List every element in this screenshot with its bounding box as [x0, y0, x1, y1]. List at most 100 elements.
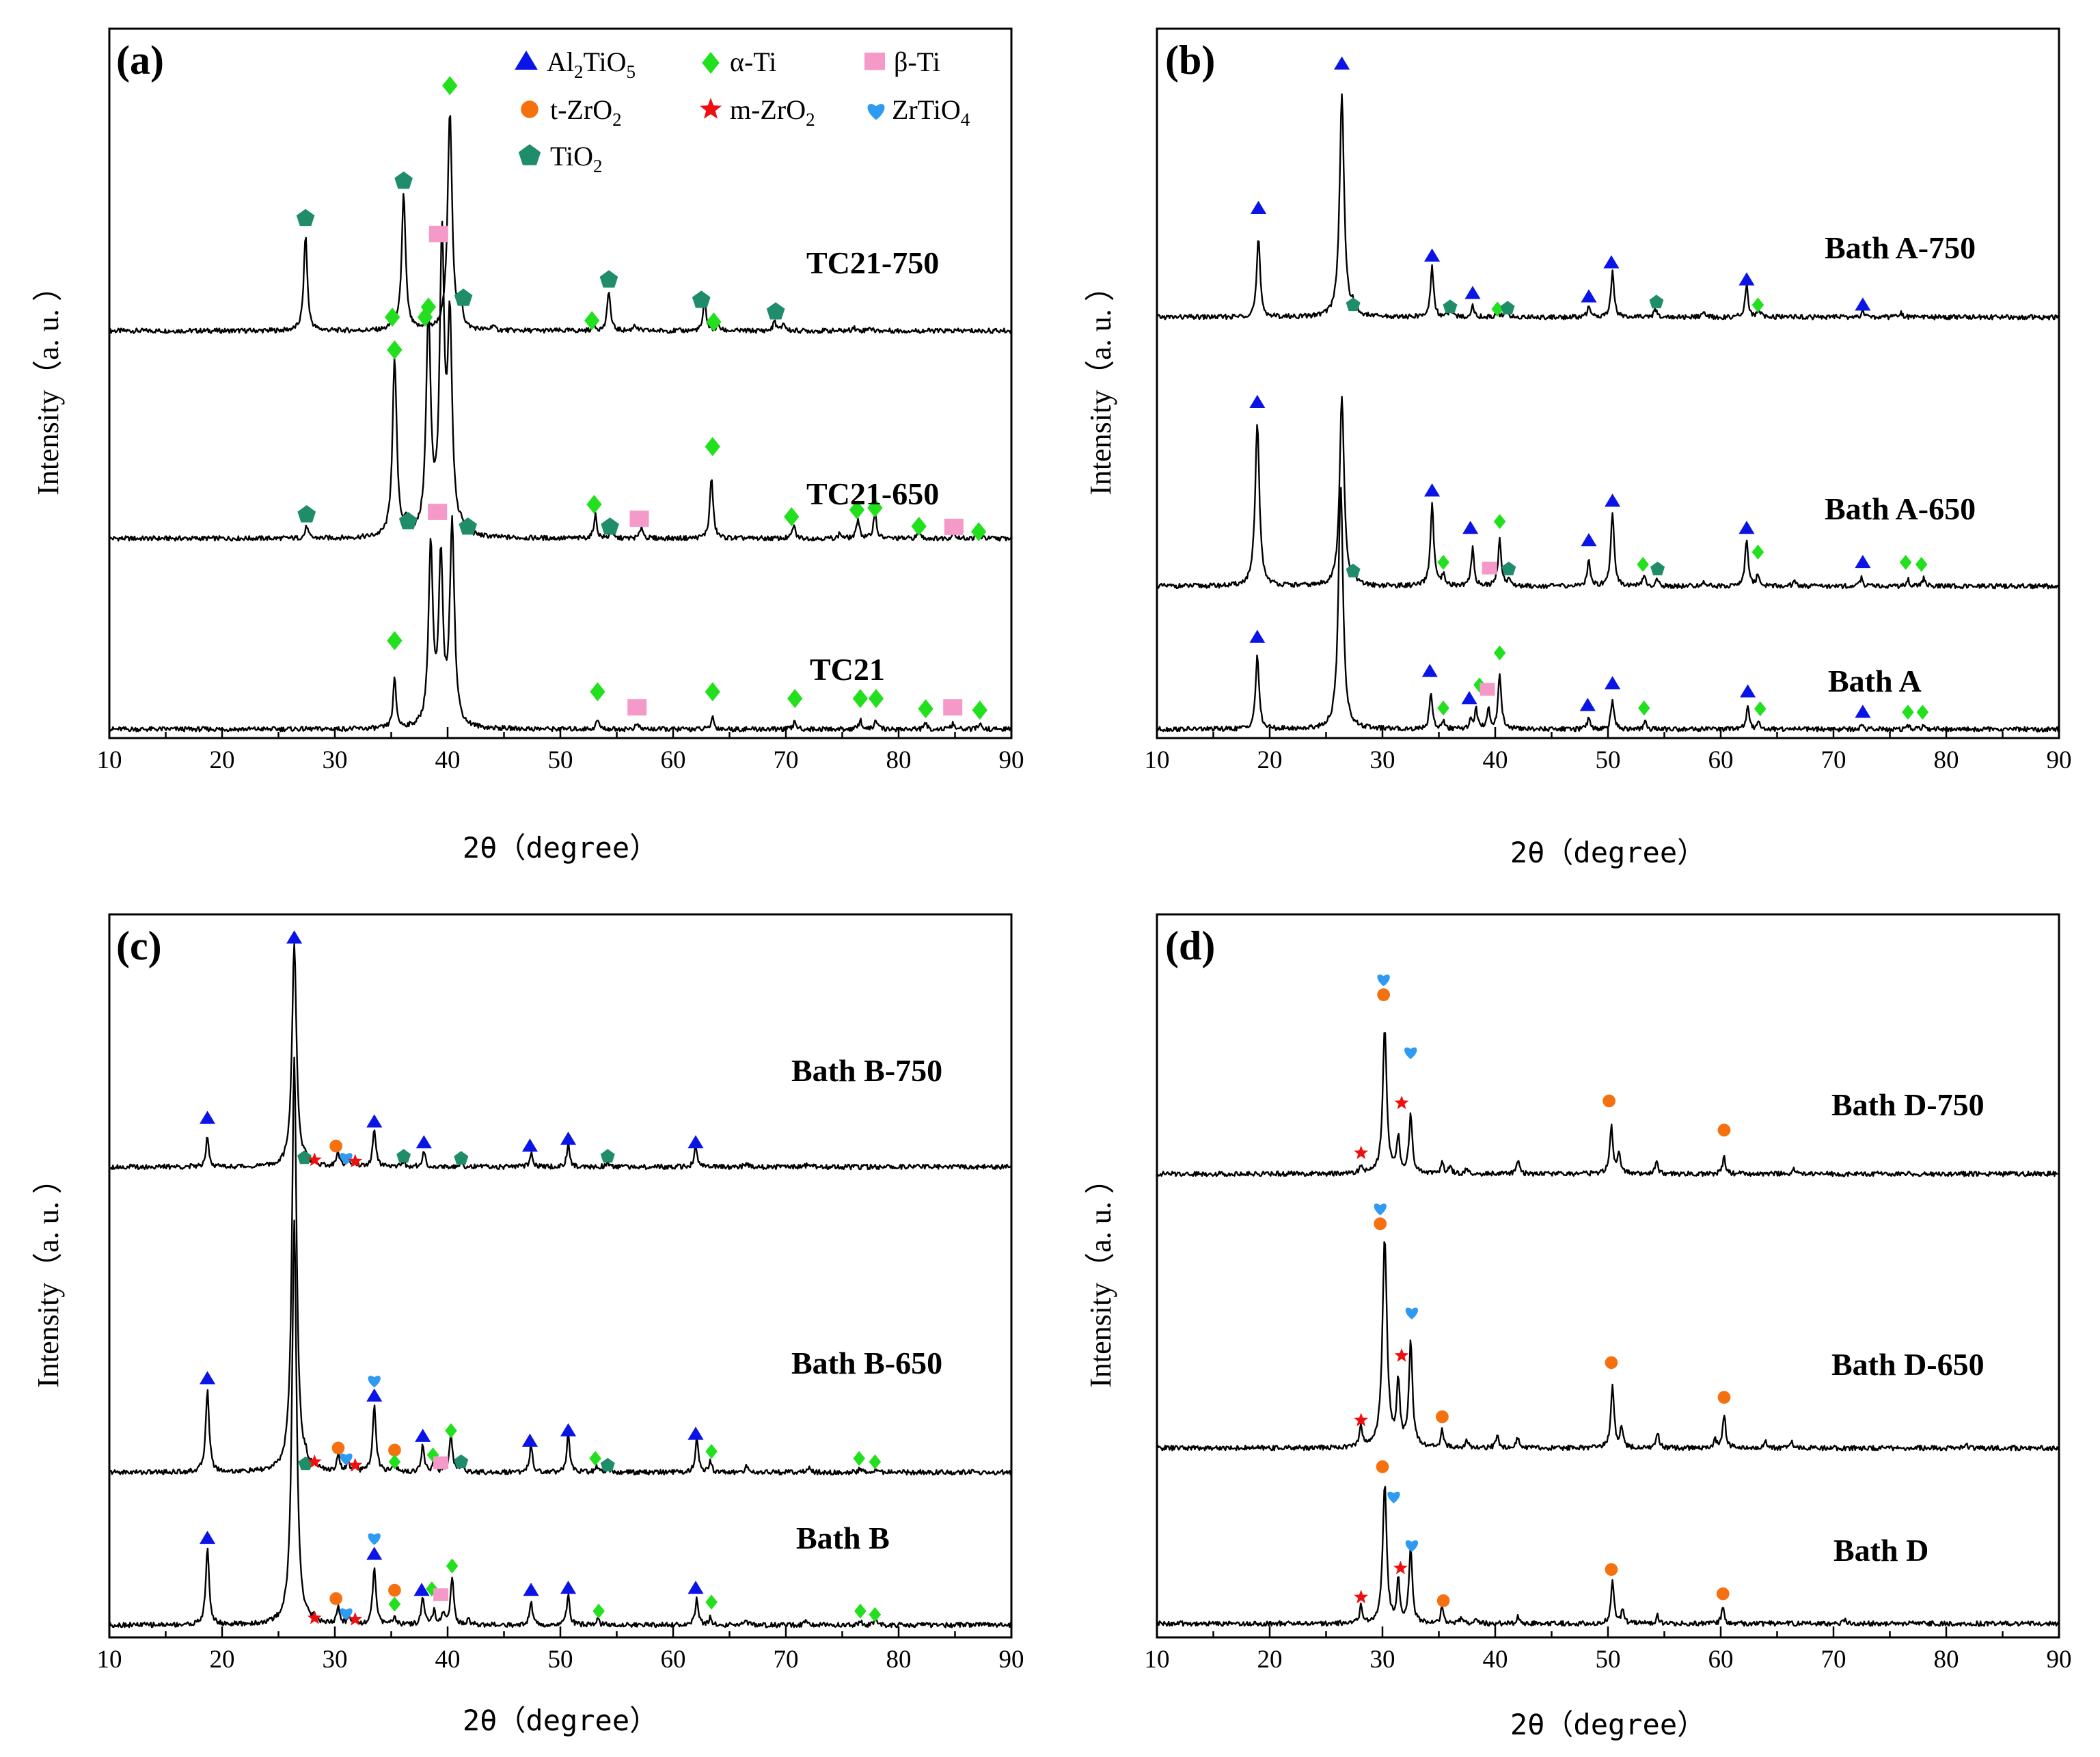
- legend-item-alpha-ti: α-Ti: [702, 46, 776, 77]
- alpha-ti-marker: [1751, 544, 1764, 560]
- diamond-icon: [918, 699, 933, 719]
- square-icon: [433, 1588, 449, 1601]
- diamond-icon: [784, 507, 800, 527]
- legend-label: Al2TiO5: [547, 46, 636, 82]
- x-tick-label: 90: [2047, 746, 2072, 774]
- t-zro2-marker: [388, 1583, 401, 1597]
- pentagon-icon: [1501, 561, 1516, 575]
- al2tio5-marker: [1855, 705, 1871, 718]
- triangle-icon: [523, 1583, 539, 1596]
- alpha-ti-marker: [445, 1423, 457, 1439]
- tio2-marker: [692, 290, 711, 308]
- square-icon: [1482, 561, 1497, 575]
- pentagon-icon: [454, 288, 473, 306]
- x-tick-label: 90: [2047, 1646, 2072, 1674]
- xrd-traces: [1157, 1032, 2059, 1627]
- t-zro2-marker: [1374, 1217, 1387, 1231]
- x-tick-label: 80: [886, 746, 912, 774]
- triangle-icon: [515, 51, 538, 70]
- heart-icon: [867, 104, 885, 120]
- al2tio5-marker: [1250, 200, 1267, 214]
- pentagon-icon: [601, 517, 619, 535]
- al2tio5-marker: [413, 1583, 430, 1596]
- triangle-icon: [1462, 521, 1479, 534]
- series-label-2: Bath B: [796, 1521, 890, 1555]
- alpha-ti-marker: [1637, 556, 1649, 572]
- alpha-ti-marker: [1638, 700, 1650, 716]
- beta-ti-marker: [1482, 561, 1497, 575]
- legend-label: α-Ti: [730, 46, 776, 77]
- beta-ti-marker: [629, 510, 649, 527]
- pentagon-icon: [1346, 297, 1361, 312]
- alpha-ti-marker: [589, 1451, 601, 1467]
- zrtio4-marker: [1405, 1307, 1419, 1320]
- triangle-icon: [366, 1547, 383, 1560]
- al2tio5-marker: [1605, 676, 1621, 690]
- x-tick-label: 50: [1596, 746, 1621, 774]
- diamond-icon: [787, 689, 803, 709]
- diamond-icon: [1754, 701, 1767, 717]
- diamond-icon: [1437, 554, 1449, 570]
- alpha-ti-marker: [1437, 554, 1449, 570]
- pentagon-icon: [459, 517, 477, 535]
- star-icon: [1354, 1590, 1369, 1604]
- al2tio5-marker: [415, 1134, 432, 1149]
- diamond-icon: [442, 76, 458, 96]
- diamond-icon: [702, 52, 720, 74]
- triangle-icon: [1581, 289, 1597, 303]
- al2tio5-marker: [1603, 255, 1620, 269]
- al2tio5-marker: [687, 1426, 704, 1440]
- square-icon: [433, 1456, 449, 1469]
- panel-label: (d): [1165, 923, 1215, 968]
- x-tick-label: 90: [999, 746, 1024, 774]
- heart-icon: [340, 1153, 353, 1165]
- legend: Al2TiO5 α-Ti β-Ti t-ZrO2 m-ZrO2 ZrTiO4 T…: [515, 46, 970, 176]
- diamond-icon: [446, 1558, 459, 1574]
- x-axis-label: 2θ（degree）: [1510, 836, 1706, 869]
- x-tick-label: 50: [548, 1646, 573, 1674]
- t-zro2-marker: [1436, 1410, 1449, 1424]
- star-icon: [1354, 1145, 1369, 1160]
- phase-markers: [1249, 56, 1929, 720]
- phase-markers: [200, 930, 882, 1626]
- beta-ti-marker: [433, 1456, 449, 1469]
- beta-ti-marker: [433, 1588, 449, 1601]
- diamond-icon: [706, 312, 722, 332]
- diamond-icon: [852, 689, 869, 709]
- alpha-ti-marker: [1915, 556, 1928, 572]
- alpha-ti-marker: [705, 1594, 718, 1610]
- x-tick-label: 30: [323, 746, 348, 774]
- m-zro2-marker: [348, 1458, 363, 1472]
- x-tick-label: 30: [1370, 1646, 1395, 1674]
- tio2-marker: [454, 1151, 469, 1165]
- panel-label: (a): [116, 38, 164, 83]
- pentagon-icon: [766, 302, 785, 320]
- star-icon: [348, 1154, 363, 1168]
- triangle-icon: [1464, 286, 1481, 299]
- x-tick-label: 10: [1145, 1646, 1170, 1674]
- heart-icon: [1377, 975, 1390, 987]
- xrd-trace-2: [1157, 487, 2059, 733]
- x-axis-label: 2θ（degree）: [463, 831, 658, 864]
- legend-label: t-ZrO2: [550, 94, 622, 130]
- circle-icon: [388, 1443, 401, 1457]
- triangle-icon: [1855, 297, 1871, 311]
- pentagon-icon: [1650, 561, 1665, 575]
- triangle-icon: [687, 1134, 704, 1149]
- pentagon-icon: [297, 1150, 312, 1164]
- alpha-ti-marker: [388, 1596, 401, 1612]
- al2tio5-marker: [1464, 286, 1481, 299]
- triangle-icon: [1579, 698, 1596, 711]
- al2tio5-marker: [1334, 56, 1350, 70]
- alpha-ti-marker: [1437, 700, 1449, 716]
- alpha-ti-marker: [852, 689, 869, 709]
- star-icon: [1394, 1348, 1409, 1362]
- tio2-marker: [297, 505, 316, 523]
- alpha-ti-marker: [592, 1603, 605, 1619]
- al2tio5-marker: [286, 930, 303, 944]
- tio2-marker: [1649, 295, 1664, 309]
- tio2-marker: [454, 1454, 469, 1469]
- tio2-marker: [297, 1150, 312, 1164]
- series-label-0: TC21-750: [806, 245, 939, 280]
